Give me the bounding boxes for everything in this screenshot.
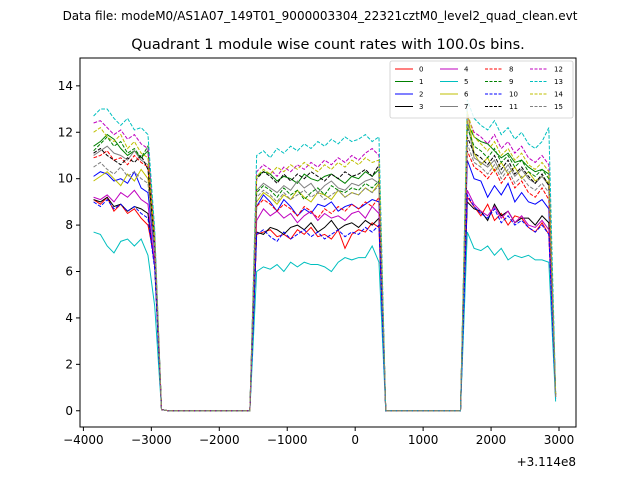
x-tick-label: 3000 (544, 433, 575, 447)
x-tick-label: 2000 (476, 433, 507, 447)
legend-label-6: 6 (464, 91, 469, 99)
series-line-15 (93, 143, 557, 412)
x-tick-label: −4000 (63, 433, 104, 447)
series-line-9 (93, 127, 557, 412)
y-tick-label: 10 (58, 172, 73, 186)
y-axis: 0 2 4 6 8 10 12 14 (58, 79, 80, 418)
legend-label-7: 7 (464, 103, 468, 111)
series-line-14 (93, 111, 557, 412)
x-axis-offset-label: +3.114e8 (517, 455, 576, 469)
plot-area-frame (79, 57, 577, 428)
series-line-3 (93, 196, 557, 412)
y-tick-label: 12 (58, 125, 73, 139)
series-layer (93, 99, 557, 412)
y-tick-label: 4 (65, 311, 73, 325)
legend-label-15: 15 (554, 103, 563, 111)
x-tick-label: 0 (351, 433, 359, 447)
series-line-13 (93, 99, 557, 412)
y-tick-label: 2 (65, 357, 73, 371)
legend-label-5: 5 (464, 78, 468, 86)
series-line-2 (93, 159, 557, 412)
y-tick-label: 0 (65, 404, 73, 418)
y-tick-label: 8 (65, 218, 73, 232)
legend-label-13: 13 (554, 78, 563, 86)
series-line-12 (93, 115, 557, 412)
legend-label-4: 4 (464, 66, 469, 74)
legend-label-0: 0 (419, 66, 423, 74)
x-tick-label: −2000 (199, 433, 240, 447)
legend-label-10: 10 (509, 91, 518, 99)
series-line-5 (93, 231, 557, 412)
legend-label-8: 8 (509, 66, 513, 74)
legend-label-2: 2 (419, 91, 423, 99)
series-line-8 (93, 150, 557, 412)
series-line-6 (93, 111, 557, 412)
series-line-4 (93, 189, 557, 412)
legend-label-12: 12 (554, 66, 563, 74)
legend-label-1: 1 (419, 78, 423, 86)
legend-label-11: 11 (509, 103, 518, 111)
figure-suptitle: Data file: modeM0/AS1A07_149T01_90000033… (63, 9, 578, 23)
legend-label-14: 14 (554, 91, 563, 99)
x-tick-label: −1000 (267, 433, 308, 447)
legend-label-9: 9 (509, 78, 513, 86)
series-line-10 (93, 193, 557, 412)
y-tick-label: 6 (65, 265, 73, 279)
chart-title: Quadrant 1 module wise count rates with … (131, 37, 525, 53)
series-line-11 (93, 136, 557, 412)
series-line-0 (93, 195, 557, 412)
legend-box (389, 60, 574, 119)
x-axis: −4000 −3000 −2000 −1000 0 1000 2000 3000 (63, 427, 574, 447)
y-tick-label: 14 (58, 79, 73, 93)
x-tick-label: 1000 (408, 433, 439, 447)
x-tick-label: −3000 (131, 433, 172, 447)
legend-label-3: 3 (419, 103, 423, 111)
